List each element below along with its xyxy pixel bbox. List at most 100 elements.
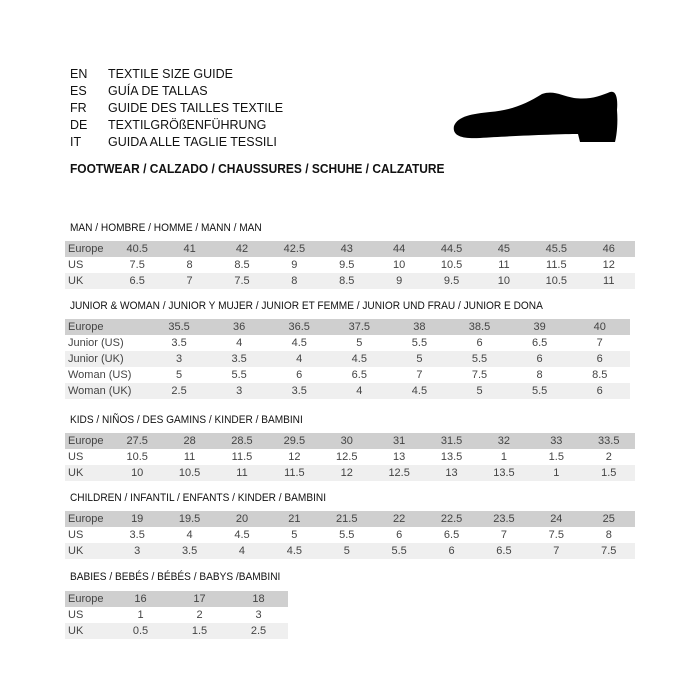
size-cell: 18 xyxy=(252,593,265,605)
size-cell: 30 xyxy=(340,435,353,447)
table-row: US 7.5 8 8.5 9 9.5 10 10.5 11 11.5 12 xyxy=(65,257,635,273)
size-cell: 8 xyxy=(536,369,543,381)
table-row: Junior (US) 3.5 4 4.5 5 5.5 6 6.5 7 xyxy=(65,335,630,351)
section-title: KIDS / NIÑOS / DES GAMINS / KINDER / BAM… xyxy=(70,414,303,426)
size-cell: 31 xyxy=(393,435,406,447)
size-cell: 12.5 xyxy=(336,451,358,463)
size-cell: 6 xyxy=(396,529,403,541)
table-row: Europe 19 19.5 20 21 21.5 22 22.5 23.5 24 25 xyxy=(65,511,635,527)
size-cell: 8 xyxy=(291,275,298,287)
table-row: UK 10 10.5 11 11.5 12 12.5 13 13.5 1 1.5 xyxy=(65,465,635,481)
table-row: UK 6.5 7 7.5 8 8.5 9 9.5 10 10.5 11 xyxy=(65,273,635,289)
size-cell: 13 xyxy=(445,467,458,479)
size-cell: 38.5 xyxy=(468,321,491,333)
size-cell: 6 xyxy=(296,369,303,381)
size-cell: 9.5 xyxy=(339,259,355,271)
size-cell: 16 xyxy=(134,593,147,605)
size-cell: 5 xyxy=(356,337,363,349)
row-label: UK xyxy=(68,467,84,479)
size-cell: 5 xyxy=(291,529,298,541)
section-title: MAN / HOMBRE / HOMME / MANN / MAN xyxy=(70,222,262,234)
size-cell: 22.5 xyxy=(440,513,463,525)
language-code: IT xyxy=(70,135,82,149)
size-cell: 24 xyxy=(550,513,563,525)
language-title: GUIDE DES TAILLES TEXTILE xyxy=(108,101,284,115)
size-cell: 8 xyxy=(186,259,193,271)
language-code: ES xyxy=(70,84,87,98)
size-cell: 9 xyxy=(396,275,403,287)
size-cell: 7 xyxy=(500,529,507,541)
size-cell: 19.5 xyxy=(178,513,201,525)
size-cell: 5 xyxy=(416,353,423,365)
size-cell: 10 xyxy=(393,259,406,271)
row-label: US xyxy=(68,529,84,541)
size-cell: 8.5 xyxy=(234,259,250,271)
size-cell: 6.5 xyxy=(129,275,145,287)
size-cell: 11.5 xyxy=(231,451,253,463)
table-row: Europe 16 17 18 xyxy=(65,591,288,607)
footwear-heading: FOOTWEAR / CALZADO / CHAUSSURES / SCHUHE… xyxy=(70,161,445,176)
language-code: EN xyxy=(70,67,88,81)
size-cell: 11 xyxy=(498,259,510,271)
row-label: Europe xyxy=(68,321,104,333)
table-row: Europe 35.5 36 36.5 37.5 38 38.5 39 40 xyxy=(65,319,630,335)
size-cell: 38 xyxy=(413,321,426,333)
size-cell: 9 xyxy=(291,259,298,271)
size-cell: 10.5 xyxy=(178,467,201,479)
size-cell: 31.5 xyxy=(440,435,463,447)
row-label: US xyxy=(68,259,84,271)
size-cell: 9.5 xyxy=(443,275,460,287)
size-table: Europe 35.5 36 36.5 37.5 38 38.5 39 40 Junior (US… xyxy=(65,319,630,399)
size-cell: 23.5 xyxy=(493,513,515,525)
size-cell: 5 xyxy=(476,385,483,397)
size-cell: 33 xyxy=(550,435,563,447)
size-cell: 7.5 xyxy=(548,529,564,541)
size-table: Europe 27.5 28 28.5 29.5 30 31 31.5 32 33 33.5 US 10… xyxy=(65,433,635,481)
size-cell: 12 xyxy=(602,259,615,271)
size-cell: 7.5 xyxy=(601,545,617,557)
size-cell: 22 xyxy=(393,513,406,525)
size-cell: 8.5 xyxy=(339,275,355,287)
row-label: Woman (US) xyxy=(68,369,132,381)
size-cell: 20 xyxy=(235,513,249,525)
language-title: TEXTILGRÖßENFÜHRUNG xyxy=(108,118,267,132)
size-cell: 2.5 xyxy=(171,385,187,397)
section-title: BABIES / BEBÉS / BÉBÉS / BABYS /BAMBINI xyxy=(70,571,281,583)
size-cell: 28.5 xyxy=(231,435,253,447)
row-label: UK xyxy=(68,545,84,557)
size-cell: 17 xyxy=(193,593,206,605)
language-title: GUÍA DE TALLAS xyxy=(108,84,208,98)
size-cell: 46 xyxy=(602,243,615,255)
row-label: Europe xyxy=(68,513,104,525)
size-cell: 35.5 xyxy=(168,321,190,333)
size-cell: 6.5 xyxy=(496,545,512,557)
language-code: DE xyxy=(70,118,88,132)
size-cell: 10 xyxy=(131,467,144,479)
size-cell: 10 xyxy=(497,275,511,287)
size-cell: 1 xyxy=(553,467,560,479)
size-cell: 4.5 xyxy=(286,545,303,557)
size-cell: 7.5 xyxy=(234,275,250,287)
size-cell: 6 xyxy=(596,353,603,365)
size-cell: 33.5 xyxy=(598,435,620,447)
table-row: Woman (US) 5 5.5 6 6.5 7 7.5 8 8.5 xyxy=(65,367,630,383)
row-label: UK xyxy=(68,625,84,637)
size-cell: 6 xyxy=(536,353,543,365)
size-cell: 27.5 xyxy=(126,435,148,447)
row-label: Junior (UK) xyxy=(68,353,124,365)
size-cell: 5.5 xyxy=(471,353,488,365)
size-cell: 41 xyxy=(183,243,196,255)
size-cell: 4.5 xyxy=(291,337,307,349)
size-cell: 12.5 xyxy=(388,467,410,479)
size-cell: 4 xyxy=(238,545,246,557)
size-cell: 45 xyxy=(497,243,511,255)
table-row: US 10.5 11 11.5 12 12.5 13 13.5 1 1.5 2 xyxy=(65,449,635,465)
size-cell: 21.5 xyxy=(336,513,358,525)
size-cell: 39 xyxy=(533,321,546,333)
size-cell: 11.5 xyxy=(546,259,567,271)
size-table: Europe 16 17 18 US 1 2 3 UK 0.5 1.5 2.5 xyxy=(65,591,288,639)
size-cell: 11 xyxy=(603,275,615,287)
size-cell: 28 xyxy=(183,435,196,447)
table-row: US 1 2 3 xyxy=(65,607,288,623)
row-label: US xyxy=(68,609,84,621)
